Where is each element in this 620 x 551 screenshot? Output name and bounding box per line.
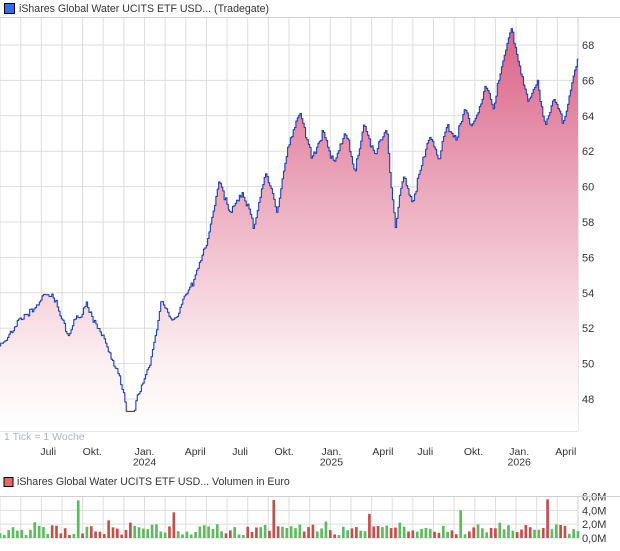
svg-text:52: 52	[582, 323, 594, 335]
svg-text:0,0M: 0,0M	[582, 533, 606, 545]
svg-text:6,0M: 6,0M	[582, 492, 606, 504]
svg-text:Juli: Juli	[417, 446, 433, 458]
svg-text:64: 64	[582, 111, 594, 123]
svg-text:Okt.: Okt.	[464, 446, 483, 458]
svg-text:4,0M: 4,0M	[582, 505, 606, 517]
svg-text:54: 54	[582, 288, 594, 300]
svg-text:Okt.: Okt.	[274, 446, 293, 458]
svg-text:2026: 2026	[508, 457, 532, 469]
svg-text:Juli: Juli	[232, 446, 248, 458]
svg-text:Okt.: Okt.	[83, 446, 102, 458]
svg-text:2024: 2024	[133, 457, 157, 469]
svg-text:56: 56	[582, 252, 594, 264]
svg-text:2,0M: 2,0M	[582, 519, 606, 531]
svg-text:2025: 2025	[320, 457, 344, 469]
svg-text:60: 60	[582, 182, 594, 194]
svg-text:iShares Global Water UCITS ETF: iShares Global Water UCITS ETF USD... Vo…	[17, 476, 290, 488]
svg-text:50: 50	[582, 359, 594, 371]
svg-text:1 Tick = 1 Woche: 1 Tick = 1 Woche	[4, 431, 85, 443]
svg-text:48: 48	[582, 394, 594, 406]
svg-text:April: April	[372, 446, 393, 458]
svg-text:66: 66	[582, 75, 594, 87]
svg-text:62: 62	[582, 146, 594, 158]
svg-text:58: 58	[582, 217, 594, 229]
svg-text:April: April	[555, 446, 576, 458]
svg-text:68: 68	[582, 40, 594, 52]
svg-text:Juli: Juli	[40, 446, 56, 458]
svg-text:April: April	[185, 446, 206, 458]
